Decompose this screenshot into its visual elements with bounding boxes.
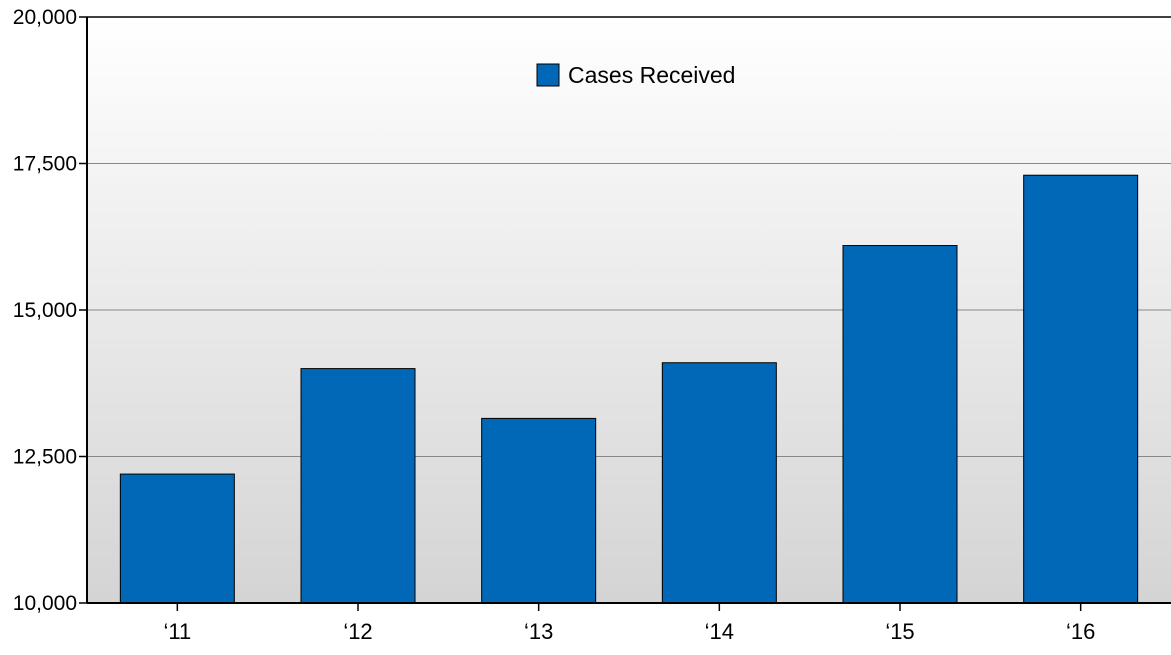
bar-4 <box>842 245 958 604</box>
x-tick-label: ‘15 <box>885 619 914 644</box>
y-tick-label: 20,000 <box>13 6 77 29</box>
y-tick-label: 10,000 <box>13 592 77 615</box>
bar-5 <box>1023 174 1139 604</box>
bar-2 <box>481 417 597 604</box>
y-tick-label: 12,500 <box>13 446 77 469</box>
x-tick-label: ‘12 <box>343 619 372 644</box>
bar-0 <box>119 473 235 604</box>
legend-label: Cases Received <box>568 62 735 88</box>
y-tick-label: 15,000 <box>13 299 77 322</box>
bar-3 <box>661 362 777 604</box>
x-tick-label: ‘11 <box>163 619 191 644</box>
y-axis-ticks: 10,000 12,500 15,000 17,500 20,000 <box>13 6 87 615</box>
x-tick-label: ‘13 <box>524 619 553 644</box>
x-axis-ticks: ‘11 ‘12 ‘13 ‘14 ‘15 ‘16 <box>163 603 1095 644</box>
legend-swatch <box>536 63 560 87</box>
y-tick-label: 17,500 <box>13 153 77 176</box>
x-tick-label: ‘16 <box>1066 619 1095 644</box>
x-tick-label: ‘14 <box>705 619 734 644</box>
bars <box>119 174 1139 604</box>
bar-1 <box>300 368 416 604</box>
legend: Cases Received <box>536 62 735 88</box>
